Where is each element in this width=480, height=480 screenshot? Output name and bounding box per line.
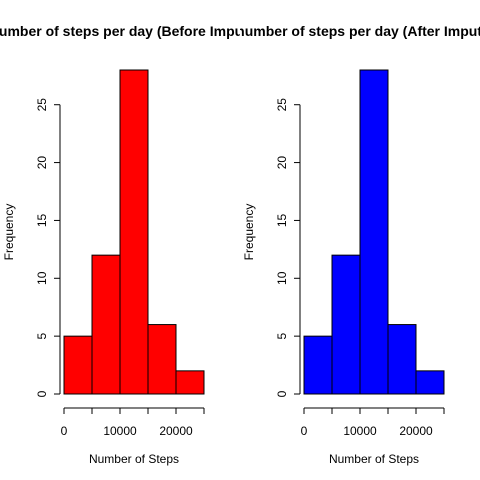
x-tick-label-before-0: 0	[61, 424, 68, 438]
histogram-bar-before-2	[119, 69, 149, 395]
histogram-after-panel: Total number of steps per day (After Imp…	[200, 23, 480, 466]
x-tick-label-before-2: 20000	[159, 424, 193, 438]
y-tick-label-after-1: 5	[275, 332, 289, 339]
y-tick-label-after-2: 10	[275, 271, 289, 285]
histogram-bar-before-1	[91, 254, 121, 395]
histogram-bar-after-4	[415, 370, 445, 395]
chart-title-before: Total number of steps per day (Before Im…	[0, 23, 286, 39]
y-tick-label-before-4: 20	[35, 156, 49, 170]
histogram-before-panel: Total number of steps per day (Before Im…	[0, 23, 286, 466]
y-tick-label-before-3: 15	[35, 213, 49, 227]
histogram-bar-before-3	[147, 324, 177, 395]
x-tick-label-after-2: 20000	[399, 424, 433, 438]
histogram-bar-after-0	[303, 335, 333, 395]
x-tick-label-after-1: 10000	[343, 424, 377, 438]
y-tick-label-after-5: 25	[275, 98, 289, 112]
y-axis-label-after: Frequency	[242, 204, 256, 261]
x-tick-label-after-0: 0	[301, 424, 308, 438]
x-axis-label-after: Number of Steps	[329, 452, 419, 466]
y-tick-label-before-5: 25	[35, 98, 49, 112]
histogram-bar-before-4	[175, 370, 205, 395]
y-axis-label-before: Frequency	[2, 204, 16, 261]
histogram-bar-after-3	[387, 324, 417, 395]
y-tick-label-after-0: 0	[275, 390, 289, 397]
x-tick-label-before-1: 10000	[103, 424, 137, 438]
y-tick-label-before-0: 0	[35, 390, 49, 397]
x-axis-label-before: Number of Steps	[89, 452, 179, 466]
y-tick-label-after-4: 20	[275, 156, 289, 170]
y-tick-label-before-1: 5	[35, 332, 49, 339]
histogram-bar-after-2	[359, 69, 389, 395]
histogram-bar-after-1	[331, 254, 361, 395]
chart-title-after: Total number of steps per day (After Imp…	[200, 23, 480, 39]
histogram-bar-before-0	[63, 335, 93, 395]
y-tick-label-after-3: 15	[275, 213, 289, 227]
y-tick-label-before-2: 10	[35, 271, 49, 285]
